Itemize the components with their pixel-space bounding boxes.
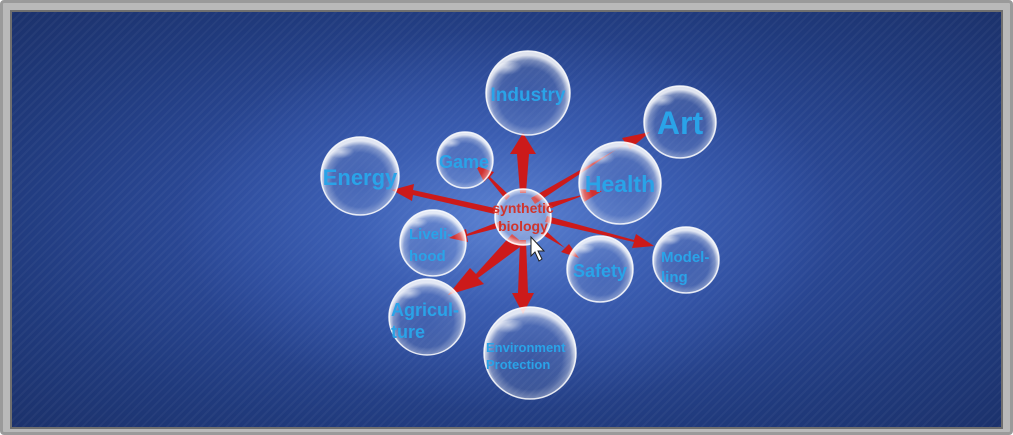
arrow-to-environment xyxy=(512,240,534,314)
center-label-line2: biology xyxy=(498,218,548,234)
arrow-to-energy xyxy=(392,184,499,215)
bubble-art[interactable]: Art xyxy=(643,85,717,159)
bubble-livelihood[interactable]: Liveli- hood xyxy=(399,209,467,277)
bubble-energy[interactable]: Energy xyxy=(320,136,400,216)
modeling-label-line1: Model- xyxy=(661,249,709,266)
arrow-to-safety xyxy=(541,230,579,258)
health-label: Health xyxy=(585,171,655,197)
bubble-agriculture[interactable]: Agricul- ture xyxy=(388,278,466,356)
arrow-to-modeling xyxy=(545,216,654,248)
environment-label-line1: Environment xyxy=(486,340,566,355)
energy-label: Energy xyxy=(323,165,398,190)
arrow-to-industry xyxy=(510,133,536,193)
concept-diagram: Industry Art Game Health Energy xyxy=(320,50,720,400)
bubble-modeling[interactable]: Model- ling xyxy=(652,226,720,294)
bubble-center[interactable]: synthetic biology xyxy=(492,188,554,246)
industry-label: Industry xyxy=(491,85,566,106)
bubble-health[interactable]: Health xyxy=(578,141,662,225)
bubble-industry[interactable]: Industry xyxy=(485,50,571,136)
arrow-to-agriculture xyxy=(448,234,524,295)
safety-label: Safety xyxy=(573,261,627,281)
agriculture-label-line2: ture xyxy=(391,322,425,342)
arrow-to-art xyxy=(531,132,650,204)
center-label-line1: synthetic xyxy=(492,200,554,216)
livelihood-label-line2: hood xyxy=(409,248,446,265)
environment-label-line2: Protection xyxy=(486,357,550,372)
game-label: Game xyxy=(439,152,489,172)
diagram-panel: Industry Art Game Health Energy xyxy=(10,10,1003,429)
livelihood-label-line1: Liveli- xyxy=(409,226,452,243)
bubble-game[interactable]: Game xyxy=(436,131,494,189)
modeling-label-line2: ling xyxy=(661,269,688,286)
agriculture-label-line1: Agricul- xyxy=(391,300,459,320)
bubble-environment[interactable]: Environment Protection xyxy=(483,306,577,400)
bubble-safety[interactable]: Safety xyxy=(566,235,634,303)
art-label: Art xyxy=(657,105,704,141)
mouse-cursor-icon xyxy=(530,235,546,262)
